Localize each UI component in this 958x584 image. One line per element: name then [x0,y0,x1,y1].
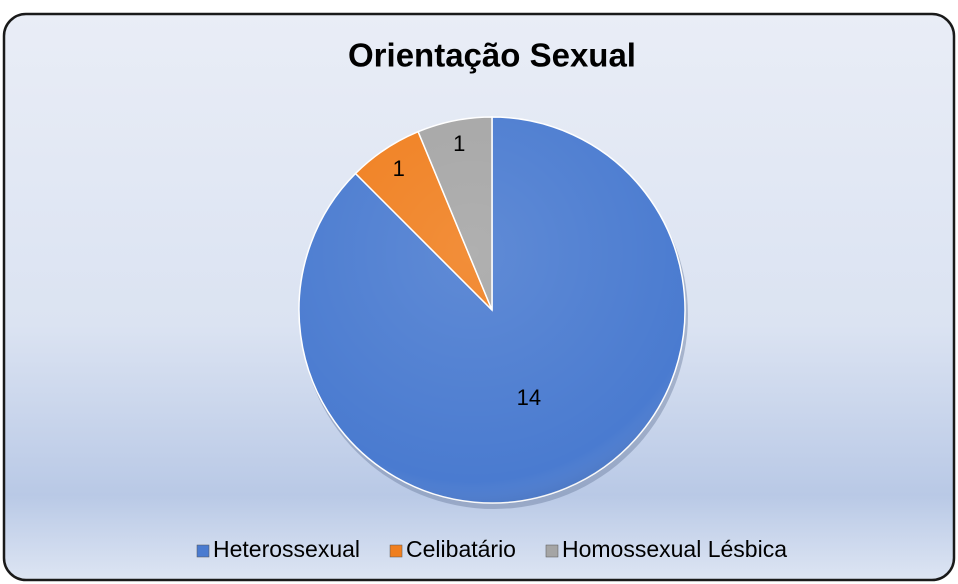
data-label: 1 [453,131,465,156]
legend-marker [545,544,559,558]
legend-marker [389,544,403,558]
data-label: 1 [393,156,405,181]
legend-label: Homossexual Lésbica [562,536,787,562]
legend-label: Heterossexual [213,536,360,562]
data-label: 14 [517,385,541,410]
legend-marker [196,544,210,558]
chart-title: Orientação Sexual [348,37,636,74]
legend-label: Celibatário [406,536,516,562]
